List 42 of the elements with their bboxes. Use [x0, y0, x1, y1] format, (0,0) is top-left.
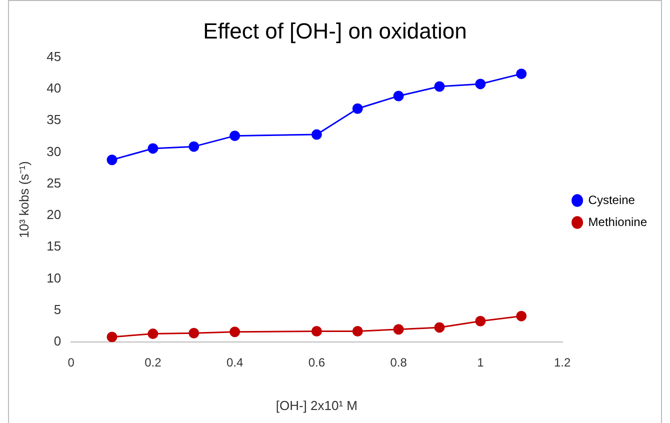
- point: [393, 90, 404, 102]
- x-tick-label: 0.6: [308, 356, 326, 370]
- y-axis-title: 10³ kobs (s⁻¹): [16, 161, 32, 238]
- y-tick-label: 5: [54, 302, 62, 317]
- x-tick-label: 0.8: [390, 356, 408, 370]
- legend-label: Methionine: [588, 214, 648, 229]
- point: [230, 130, 240, 142]
- point: [148, 328, 158, 340]
- point: [516, 68, 527, 80]
- x-tick-label: 0.4: [226, 356, 244, 370]
- y-tick-label: 10: [46, 270, 62, 286]
- x-tick-label: 0: [68, 356, 75, 370]
- point: [230, 326, 240, 338]
- point: [352, 326, 363, 336]
- y-tick-label: 40: [46, 80, 62, 96]
- y-tick-label: 35: [46, 112, 62, 128]
- point: [188, 141, 200, 152]
- point: [106, 154, 118, 166]
- legend-label: Cysteine: [588, 192, 636, 207]
- y-tick-label: 15: [46, 238, 62, 254]
- point: [188, 328, 200, 338]
- point: [311, 129, 322, 140]
- y-tick-label: 45: [46, 48, 62, 64]
- x-tick-label: 0.2: [144, 356, 162, 370]
- point: [475, 316, 486, 326]
- point: [434, 322, 445, 333]
- y-tick-label: 0: [54, 334, 62, 349]
- x-tick-label: 1.2: [554, 356, 571, 370]
- point: [475, 78, 486, 90]
- point: [311, 326, 322, 336]
- point: [516, 310, 527, 322]
- y-tick-label: 25: [46, 175, 62, 190]
- y-tick-label: 20: [46, 207, 62, 222]
- point: [434, 81, 445, 92]
- point: [148, 143, 158, 154]
- point: [352, 103, 363, 114]
- point: [393, 324, 404, 335]
- point: [106, 332, 118, 342]
- chart-title: Effect of [OH-] on oxidation: [203, 18, 467, 44]
- y-tick-label: 30: [46, 144, 62, 159]
- x-tick-label: 1: [477, 356, 484, 370]
- x-axis-title: [OH-] 2x10¹ M: [276, 398, 358, 413]
